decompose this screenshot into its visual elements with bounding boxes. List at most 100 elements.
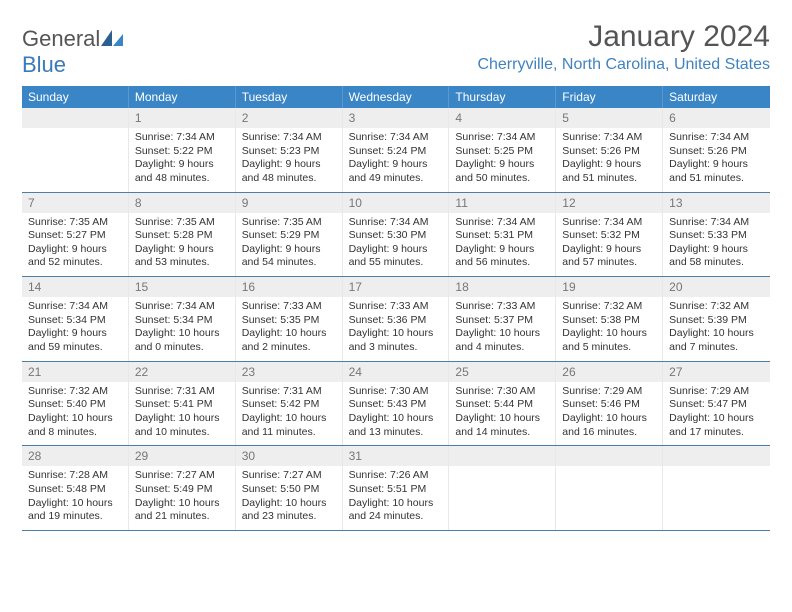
dow-tuesday: Tuesday [236,86,343,108]
day-info: Sunrise: 7:27 AMSunset: 5:50 PMDaylight:… [236,466,342,530]
page-header: GeneralBlue January 2024 Cherryville, No… [22,20,770,78]
sunrise-text: Sunrise: 7:31 AM [242,385,336,399]
sunset-text: Sunset: 5:38 PM [562,314,656,328]
day-info: Sunrise: 7:34 AMSunset: 5:26 PMDaylight:… [556,128,662,192]
daylight-text: Daylight: 10 hours and 16 minutes. [562,412,656,439]
dow-friday: Friday [556,86,663,108]
day-info: Sunrise: 7:27 AMSunset: 5:49 PMDaylight:… [129,466,235,530]
daylight-text: Daylight: 9 hours and 57 minutes. [562,243,656,270]
daylight-text: Daylight: 9 hours and 55 minutes. [349,243,443,270]
day-cell: 17Sunrise: 7:33 AMSunset: 5:36 PMDayligh… [343,277,450,361]
sunrise-text: Sunrise: 7:34 AM [562,216,656,230]
dow-monday: Monday [129,86,236,108]
day-cell: 27Sunrise: 7:29 AMSunset: 5:47 PMDayligh… [663,362,770,446]
sunset-text: Sunset: 5:27 PM [28,229,122,243]
day-number: 5 [556,108,662,128]
day-info: Sunrise: 7:33 AMSunset: 5:37 PMDaylight:… [449,297,555,361]
sunset-text: Sunset: 5:25 PM [455,145,549,159]
day-info: Sunrise: 7:34 AMSunset: 5:34 PMDaylight:… [129,297,235,361]
brand-logo: GeneralBlue [22,20,123,78]
sunrise-text: Sunrise: 7:29 AM [669,385,764,399]
day-info: Sunrise: 7:34 AMSunset: 5:24 PMDaylight:… [343,128,449,192]
day-cell: 10Sunrise: 7:34 AMSunset: 5:30 PMDayligh… [343,193,450,277]
day-number: 7 [22,193,128,213]
daylight-text: Daylight: 10 hours and 4 minutes. [455,327,549,354]
sunrise-text: Sunrise: 7:26 AM [349,469,443,483]
dow-thursday: Thursday [449,86,556,108]
title-block: January 2024 Cherryville, North Carolina… [477,20,770,74]
sunset-text: Sunset: 5:22 PM [135,145,229,159]
week-row: 1Sunrise: 7:34 AMSunset: 5:22 PMDaylight… [22,108,770,193]
sunset-text: Sunset: 5:24 PM [349,145,443,159]
sunrise-text: Sunrise: 7:34 AM [242,131,336,145]
day-number: 22 [129,362,235,382]
day-number: 16 [236,277,342,297]
sunset-text: Sunset: 5:47 PM [669,398,764,412]
brand-general: General [22,26,100,51]
dow-saturday: Saturday [663,86,770,108]
sunset-text: Sunset: 5:36 PM [349,314,443,328]
day-number: 28 [22,446,128,466]
day-cell: 8Sunrise: 7:35 AMSunset: 5:28 PMDaylight… [129,193,236,277]
sunrise-text: Sunrise: 7:34 AM [669,131,764,145]
week-row: 28Sunrise: 7:28 AMSunset: 5:48 PMDayligh… [22,446,770,531]
sunset-text: Sunset: 5:40 PM [28,398,122,412]
sunset-text: Sunset: 5:29 PM [242,229,336,243]
sunset-text: Sunset: 5:41 PM [135,398,229,412]
daylight-text: Daylight: 10 hours and 3 minutes. [349,327,443,354]
day-info: Sunrise: 7:34 AMSunset: 5:34 PMDaylight:… [22,297,128,361]
brand-text: GeneralBlue [22,26,123,78]
sunset-text: Sunset: 5:48 PM [28,483,122,497]
day-info: Sunrise: 7:31 AMSunset: 5:41 PMDaylight:… [129,382,235,446]
daylight-text: Daylight: 10 hours and 14 minutes. [455,412,549,439]
dow-header-row: SundayMondayTuesdayWednesdayThursdayFrid… [22,86,770,108]
day-info: Sunrise: 7:26 AMSunset: 5:51 PMDaylight:… [343,466,449,530]
day-number: 20 [663,277,770,297]
sunrise-text: Sunrise: 7:34 AM [669,216,764,230]
sunset-text: Sunset: 5:42 PM [242,398,336,412]
day-cell: 11Sunrise: 7:34 AMSunset: 5:31 PMDayligh… [449,193,556,277]
day-cell: 20Sunrise: 7:32 AMSunset: 5:39 PMDayligh… [663,277,770,361]
month-title: January 2024 [477,20,770,54]
day-cell: 30Sunrise: 7:27 AMSunset: 5:50 PMDayligh… [236,446,343,530]
sunrise-text: Sunrise: 7:29 AM [562,385,656,399]
day-number: 13 [663,193,770,213]
sunset-text: Sunset: 5:26 PM [669,145,764,159]
daylight-text: Daylight: 10 hours and 0 minutes. [135,327,229,354]
daylight-text: Daylight: 10 hours and 8 minutes. [28,412,122,439]
day-info: Sunrise: 7:35 AMSunset: 5:27 PMDaylight:… [22,213,128,277]
day-info: Sunrise: 7:34 AMSunset: 5:22 PMDaylight:… [129,128,235,192]
daylight-text: Daylight: 10 hours and 11 minutes. [242,412,336,439]
day-cell [449,446,556,530]
sunrise-text: Sunrise: 7:27 AM [135,469,229,483]
calendar: SundayMondayTuesdayWednesdayThursdayFrid… [22,86,770,531]
day-number: 26 [556,362,662,382]
day-info: Sunrise: 7:32 AMSunset: 5:40 PMDaylight:… [22,382,128,446]
sunset-text: Sunset: 5:51 PM [349,483,443,497]
day-number: 27 [663,362,770,382]
day-info: Sunrise: 7:29 AMSunset: 5:47 PMDaylight:… [663,382,770,446]
sunrise-text: Sunrise: 7:30 AM [349,385,443,399]
day-cell: 12Sunrise: 7:34 AMSunset: 5:32 PMDayligh… [556,193,663,277]
day-cell [556,446,663,530]
day-number: 1 [129,108,235,128]
location-text: Cherryville, North Carolina, United Stat… [477,56,770,74]
day-number: 19 [556,277,662,297]
day-cell: 2Sunrise: 7:34 AMSunset: 5:23 PMDaylight… [236,108,343,192]
sunrise-text: Sunrise: 7:34 AM [562,131,656,145]
day-number [556,446,662,466]
day-number: 21 [22,362,128,382]
daylight-text: Daylight: 10 hours and 2 minutes. [242,327,336,354]
day-cell: 9Sunrise: 7:35 AMSunset: 5:29 PMDaylight… [236,193,343,277]
day-number [22,108,128,128]
sunrise-text: Sunrise: 7:34 AM [455,216,549,230]
day-info: Sunrise: 7:34 AMSunset: 5:23 PMDaylight:… [236,128,342,192]
day-number: 18 [449,277,555,297]
day-cell: 29Sunrise: 7:27 AMSunset: 5:49 PMDayligh… [129,446,236,530]
day-number [449,446,555,466]
empty-day [22,128,128,176]
day-info: Sunrise: 7:34 AMSunset: 5:31 PMDaylight:… [449,213,555,277]
sunrise-text: Sunrise: 7:34 AM [28,300,122,314]
daylight-text: Daylight: 9 hours and 50 minutes. [455,158,549,185]
sunset-text: Sunset: 5:44 PM [455,398,549,412]
